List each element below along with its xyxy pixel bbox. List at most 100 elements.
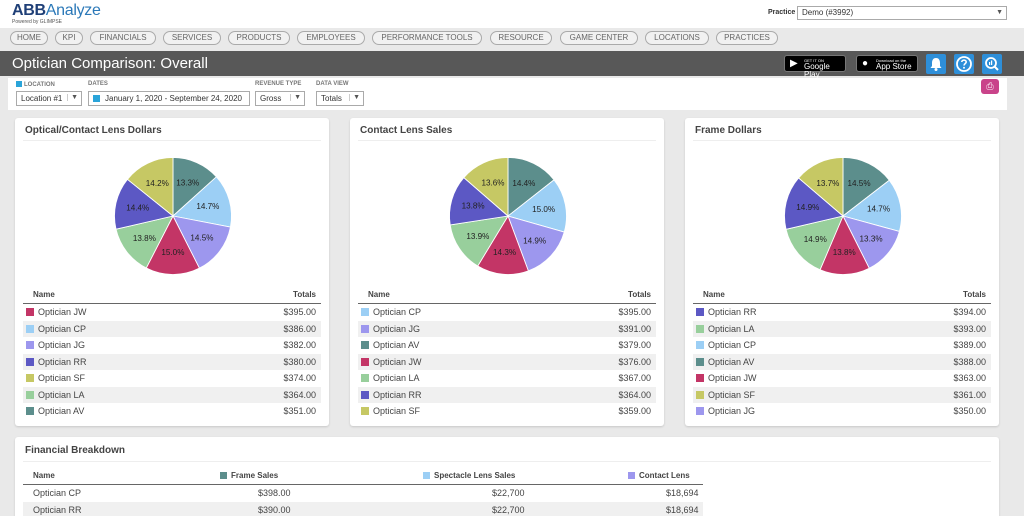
optician-total: $394.00: [953, 307, 986, 317]
optician-name: Optician AV: [38, 406, 85, 416]
pie-label-cp: 14.7%: [196, 202, 219, 211]
header-name: Name: [33, 290, 55, 299]
pie-slice-sf[interactable]: [797, 157, 844, 217]
header-totals: Totals: [628, 290, 651, 299]
pie-slice-cp[interactable]: [842, 179, 902, 232]
header-name: Name: [703, 290, 725, 299]
optician-total: $379.00: [618, 340, 651, 350]
color-swatch: [696, 374, 704, 382]
pie-slice-sf[interactable]: [463, 157, 509, 217]
optician-name: Optician SF: [38, 373, 86, 383]
pie-slice-av[interactable]: [507, 157, 555, 217]
nav-resource[interactable]: RESOURCE: [490, 31, 552, 45]
logo[interactable]: ABBAnalyze Powered by GLIMPSE: [12, 2, 101, 26]
logo-brand: ABB: [12, 2, 46, 19]
chevron-down-icon: ▼: [349, 94, 360, 101]
nav-game-center[interactable]: GAME CENTER: [560, 31, 638, 45]
practice-select[interactable]: Demo (#3992) ▼: [797, 6, 1007, 20]
optician-total: $395.00: [618, 307, 651, 317]
table-row: Optician AV $388.00: [693, 353, 991, 370]
color-swatch: [361, 407, 369, 415]
optician-total: $374.00: [283, 373, 316, 383]
pie-slice-la[interactable]: [449, 215, 509, 267]
optician-name: Optician JW: [38, 307, 87, 317]
optician-total: $361.00: [953, 389, 986, 400]
pie-slice-cp[interactable]: [172, 176, 232, 228]
nav-kpi[interactable]: KPI: [55, 31, 83, 45]
table-row: Optician SF $359.00: [358, 403, 656, 420]
optician-total: $395.00: [283, 307, 316, 317]
pie-chart: 14.5% 14.7% 13.3% 13.8% 14.9% 14.9% 13.7%: [784, 157, 902, 275]
pie-slice-sf[interactable]: [126, 157, 174, 217]
table-row: Optician RR $394.00: [693, 304, 991, 321]
pie-slice-jg[interactable]: [172, 215, 231, 269]
optician-name: Optician AV: [373, 340, 420, 350]
pie-label-jw: 15.0%: [161, 248, 184, 257]
spectacle-sales-value: $22,700: [492, 504, 525, 515]
revenue-type-select[interactable]: Gross ▼: [255, 91, 305, 106]
pie-label-rr: 13.8%: [462, 202, 485, 211]
optician-name: Optician RR: [708, 307, 757, 317]
google-play-badge[interactable]: ▶ GET IT ON Google Play: [784, 55, 846, 79]
nav-financials[interactable]: FINANCIALS: [90, 31, 156, 45]
pie-slice-jw[interactable]: [477, 215, 529, 275]
top-bar: ABBAnalyze Powered by GLIMPSE Practice D…: [0, 0, 1024, 28]
optician-name: Optician RR: [38, 356, 87, 367]
optician-total: $388.00: [953, 356, 986, 367]
header-frame-sales: Frame Sales: [220, 471, 278, 480]
pie-chart: 14.4% 15.0% 14.9% 14.3% 13.9% 13.8% 13.6%: [449, 157, 567, 275]
table-row: Optician LA $393.00: [693, 320, 991, 337]
table-header: Name Frame Sales Spectacle Lens Sales Co…: [23, 465, 703, 485]
spectacle-swatch: [423, 472, 430, 479]
data-view-select[interactable]: Totals ▼: [316, 91, 364, 106]
contact-lens-value: $18,694: [666, 488, 699, 498]
panel-title: Financial Breakdown: [25, 445, 126, 456]
nav-practices[interactable]: PRACTICES: [716, 31, 778, 45]
calendar-icon: [93, 95, 100, 102]
search-chart-icon: [985, 57, 999, 71]
pie-slice-rr[interactable]: [784, 177, 844, 230]
color-swatch: [26, 324, 34, 333]
help-button[interactable]: [954, 54, 974, 74]
nav-locations[interactable]: LOCATIONS: [645, 31, 709, 45]
date-range-picker[interactable]: January 1, 2020 - September 24, 2020: [88, 91, 250, 106]
pie-label-jg: 14.5%: [190, 234, 213, 243]
pie-slice-jg[interactable]: [507, 215, 565, 272]
practice-value: Demo (#3992): [802, 8, 854, 17]
totals-table: Name Totals Optician JW $395.00 Optician C…: [23, 284, 321, 420]
pie-slice-la[interactable]: [785, 215, 844, 271]
analyze-search-button[interactable]: [982, 54, 1002, 74]
pie-label-jg: 13.3%: [860, 235, 883, 244]
table-row: Optician JW $363.00: [693, 370, 991, 387]
optician-total: $363.00: [953, 373, 986, 383]
header-totals: Totals: [293, 290, 316, 299]
nav-home[interactable]: HOME: [10, 31, 48, 45]
revenue-type-value: Gross: [260, 94, 282, 103]
location-select[interactable]: Location #1 ▼: [16, 91, 82, 106]
notifications-button[interactable]: [926, 54, 946, 74]
app-store-badge[interactable]: ● Download on the App Store: [856, 55, 918, 72]
spectacle-sales-value: $22,700: [492, 488, 525, 498]
filter-bar: LOCATION Location #1 ▼ DATES January 1, …: [8, 78, 1007, 110]
nav-services[interactable]: SERVICES: [163, 31, 221, 45]
pie-slice-av[interactable]: [842, 157, 890, 217]
revenue-type-label: REVENUE TYPE: [255, 81, 302, 87]
pie-label-sf: 14.2%: [146, 179, 169, 188]
table-row: Optician JW $376.00: [358, 353, 656, 370]
optician-total: $364.00: [283, 389, 316, 400]
optician-name: Optician JW: [373, 356, 422, 367]
header-name: Name: [368, 290, 390, 299]
optician-name: Optician CP: [33, 488, 82, 498]
pie-slice-cp[interactable]: [507, 179, 567, 233]
nav-employees[interactable]: EMPLOYEES: [297, 31, 365, 45]
optician-name: Optician CP: [708, 340, 757, 350]
print-button[interactable]: ⎙: [981, 79, 999, 94]
optician-name: Optician JG: [708, 406, 756, 416]
nav-performance-tools[interactable]: PERFORMANCE TOOLS: [372, 31, 482, 45]
pie-slice-rr[interactable]: [114, 178, 174, 230]
main-nav: HOME KPI FINANCIALS SERVICES PRODUCTS EM…: [0, 28, 1024, 48]
pie-slice-jw[interactable]: [145, 215, 201, 275]
nav-products[interactable]: PRODUCTS: [228, 31, 290, 45]
table-row: Optician LA $364.00: [23, 386, 321, 403]
data-view-label: DATA VIEW: [316, 81, 349, 87]
